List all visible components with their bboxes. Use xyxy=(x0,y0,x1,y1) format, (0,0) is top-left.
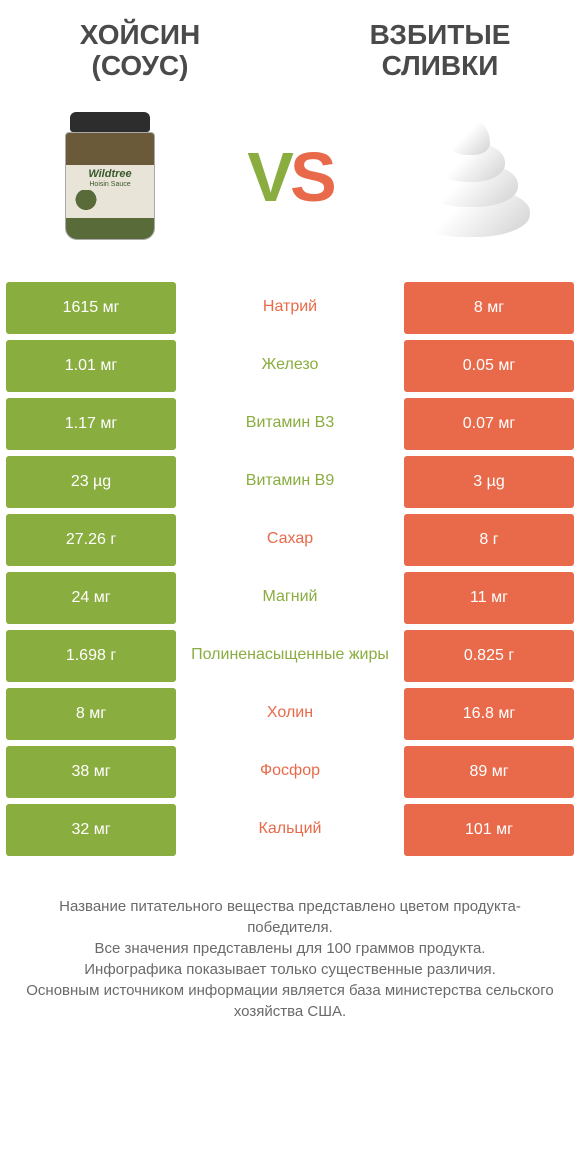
comparison-table: 1615 мгНатрий8 мг1.01 мгЖелезо0.05 мг1.1… xyxy=(6,282,574,856)
value-left: 1615 мг xyxy=(6,282,176,334)
table-row: 24 мгМагний11 мг xyxy=(6,572,574,624)
value-left: 1.17 мг xyxy=(6,398,176,450)
table-row: 32 мгКальций101 мг xyxy=(6,804,574,856)
title-right: ВЗБИТЫЕСЛИВКИ xyxy=(340,20,540,82)
nutrient-name: Натрий xyxy=(176,282,404,334)
value-right: 101 мг xyxy=(404,804,574,856)
value-right: 3 µg xyxy=(404,456,574,508)
value-right: 8 г xyxy=(404,514,574,566)
compare-row: Wildtree Hoisin Sauce VS xyxy=(0,92,580,282)
value-right: 0.05 мг xyxy=(404,340,574,392)
value-left: 1.698 г xyxy=(6,630,176,682)
nutrient-name: Холин xyxy=(176,688,404,740)
table-row: 8 мгХолин16.8 мг xyxy=(6,688,574,740)
nutrient-name: Витамин B3 xyxy=(176,398,404,450)
jar-subtext: Hoisin Sauce xyxy=(89,181,130,188)
value-left: 23 µg xyxy=(6,456,176,508)
jar-illustration: Wildtree Hoisin Sauce xyxy=(60,112,160,242)
value-left: 1.01 мг xyxy=(6,340,176,392)
value-left: 27.26 г xyxy=(6,514,176,566)
nutrient-name: Магний xyxy=(176,572,404,624)
product-image-left: Wildtree Hoisin Sauce xyxy=(40,102,180,252)
nutrient-name: Кальций xyxy=(176,804,404,856)
vs-v: V xyxy=(247,138,290,216)
cream-illustration xyxy=(405,117,535,237)
footnote: Название питательного вещества представл… xyxy=(20,896,560,1022)
value-left: 32 мг xyxy=(6,804,176,856)
value-left: 8 мг xyxy=(6,688,176,740)
table-row: 23 µgВитамин B93 µg xyxy=(6,456,574,508)
value-right: 0.825 г xyxy=(404,630,574,682)
value-left: 24 мг xyxy=(6,572,176,624)
header: ХОЙСИН(СОУС) ВЗБИТЫЕСЛИВКИ xyxy=(0,0,580,92)
nutrient-name: Железо xyxy=(176,340,404,392)
nutrient-name: Полиненасыщенные жиры xyxy=(176,630,404,682)
value-right: 8 мг xyxy=(404,282,574,334)
value-right: 89 мг xyxy=(404,746,574,798)
value-left: 38 мг xyxy=(6,746,176,798)
nutrient-name: Витамин B9 xyxy=(176,456,404,508)
nutrient-name: Сахар xyxy=(176,514,404,566)
table-row: 27.26 гСахар8 г xyxy=(6,514,574,566)
table-row: 38 мгФосфор89 мг xyxy=(6,746,574,798)
vs-s: S xyxy=(290,138,333,216)
jar-brand: Wildtree xyxy=(71,168,149,181)
product-image-right xyxy=(400,102,540,252)
table-row: 1.698 гПолиненасыщенные жиры0.825 г xyxy=(6,630,574,682)
vs-label: VS xyxy=(247,137,332,217)
table-row: 1615 мгНатрий8 мг xyxy=(6,282,574,334)
table-row: 1.01 мгЖелезо0.05 мг xyxy=(6,340,574,392)
nutrient-name: Фосфор xyxy=(176,746,404,798)
value-right: 0.07 мг xyxy=(404,398,574,450)
value-right: 16.8 мг xyxy=(404,688,574,740)
table-row: 1.17 мгВитамин B30.07 мг xyxy=(6,398,574,450)
title-left: ХОЙСИН(СОУС) xyxy=(40,20,240,82)
value-right: 11 мг xyxy=(404,572,574,624)
